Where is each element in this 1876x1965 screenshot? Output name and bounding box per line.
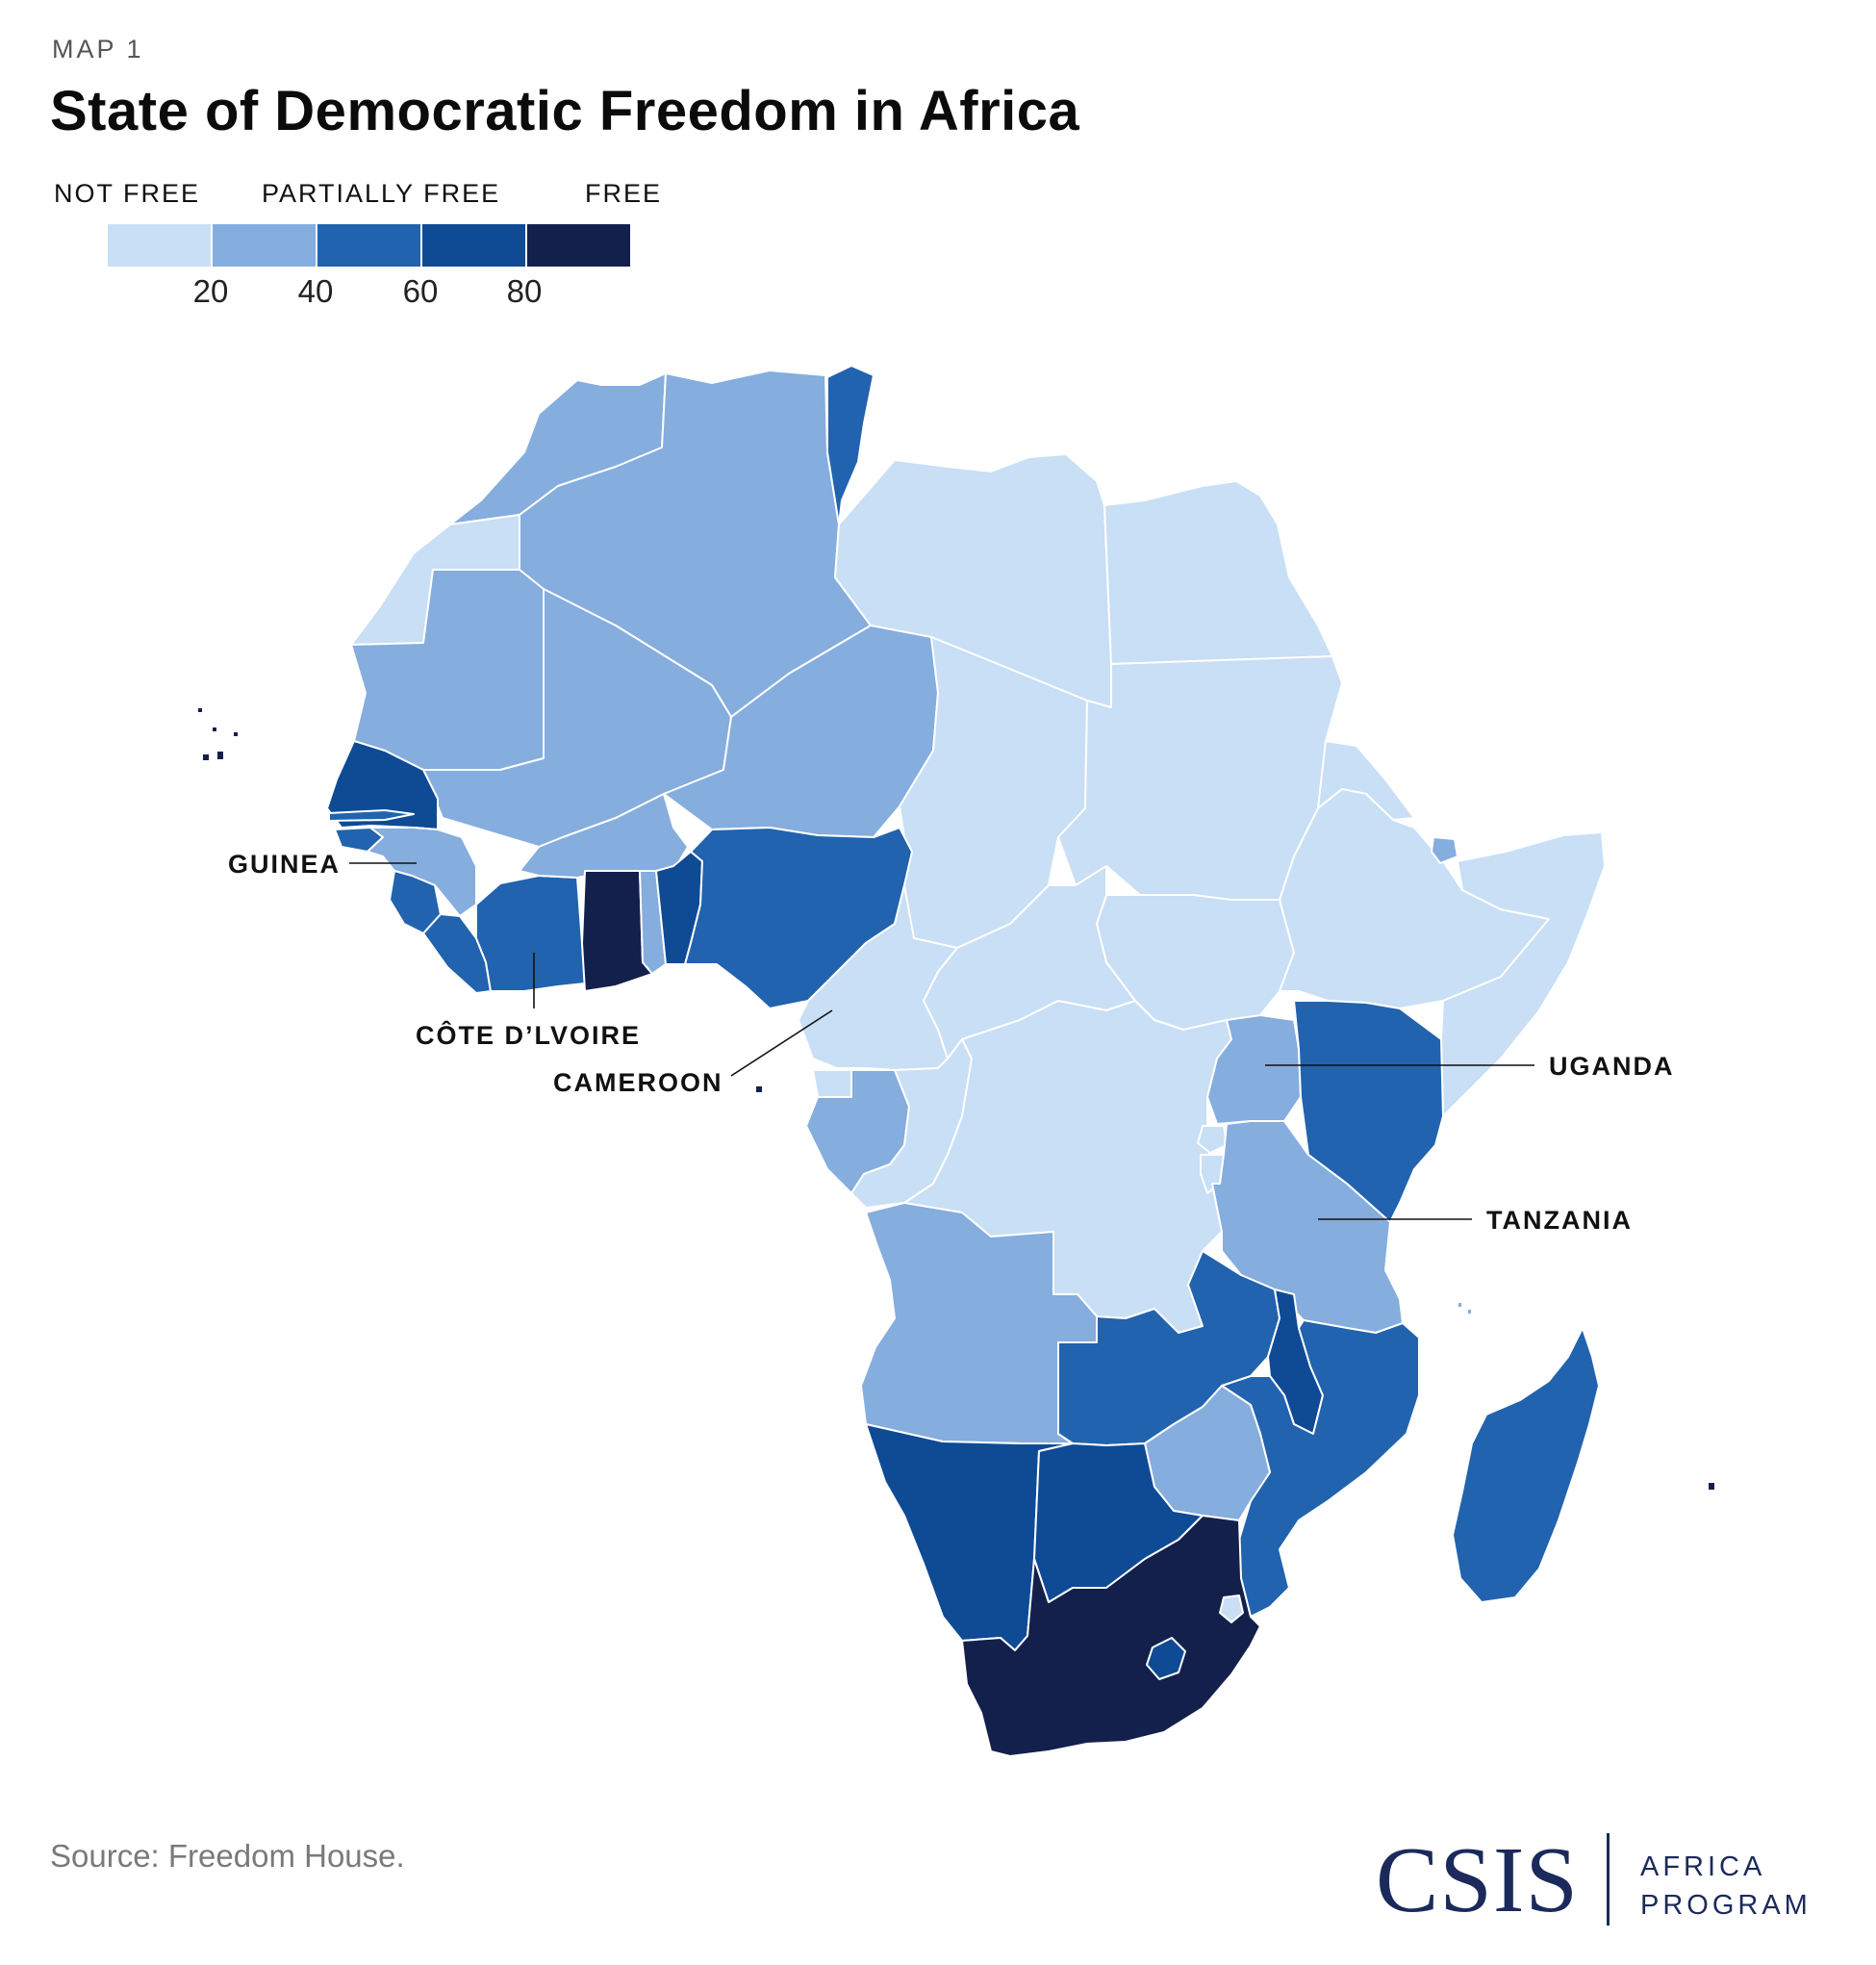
- country-somalia[interactable]: [1440, 831, 1606, 1117]
- legend-swatch-20-40: [213, 224, 316, 267]
- country-mauritania[interactable]: [350, 569, 545, 771]
- country-gambia[interactable]: [328, 809, 415, 822]
- callout-label-cameroon: CAMEROON: [553, 1068, 723, 1097]
- callout-label-uganda: UGANDA: [1549, 1052, 1675, 1081]
- csis-logo: CSIS: [1376, 1828, 1580, 1932]
- callout-label-cote-divoire: CÔTE D’LVOIRE: [416, 1020, 641, 1050]
- country-south-africa[interactable]: [961, 1515, 1261, 1757]
- legend-color-scale: [108, 224, 632, 267]
- legend-category-free: FREE: [585, 179, 663, 208]
- legend-tick-80: 80: [506, 273, 543, 309]
- source-note: Source: Freedom House.: [50, 1838, 405, 1874]
- country-cabo-verde[interactable]: [196, 706, 240, 762]
- country-mauritius[interactable]: [1707, 1481, 1716, 1492]
- country-djibouti[interactable]: [1431, 836, 1458, 864]
- country-guinea[interactable]: [367, 827, 477, 917]
- legend-category-partially-free: PARTIALLY FREE: [262, 179, 501, 208]
- country-madagascar[interactable]: [1452, 1327, 1600, 1603]
- callout-line-cameroon: [730, 1009, 833, 1077]
- callout-label-tanzania: TANZANIA: [1486, 1206, 1633, 1235]
- country-egypt[interactable]: [1103, 480, 1333, 665]
- country-niger[interactable]: [663, 625, 939, 838]
- country-sao-tome-and-principe[interactable]: [754, 1085, 764, 1094]
- legend-swatch-80-100: [527, 224, 630, 267]
- country-togo[interactable]: [639, 870, 667, 975]
- legend-tick-20: 20: [192, 273, 229, 309]
- callout-label-guinea: GUINEA: [228, 850, 341, 879]
- map-number: MAP 1: [52, 35, 144, 64]
- program-line-1: AFRICA: [1640, 1851, 1766, 1882]
- country-cote-divoire[interactable]: [475, 875, 586, 992]
- legend-category-not-free: NOT FREE: [54, 179, 201, 208]
- country-eswatini[interactable]: [1219, 1595, 1244, 1623]
- program-name: AFRICA PROGRAM: [1640, 1848, 1812, 1925]
- program-line-2: PROGRAM: [1640, 1890, 1812, 1921]
- country-comoros[interactable]: [1457, 1301, 1473, 1315]
- country-rwanda[interactable]: [1197, 1125, 1228, 1154]
- legend-swatch-0-20: [108, 224, 211, 267]
- country-tunisia[interactable]: [826, 365, 875, 525]
- map-title: State of Democratic Freedom in Africa: [50, 80, 1080, 142]
- country-equatorial-guinea[interactable]: [812, 1069, 852, 1098]
- country-lesotho[interactable]: [1146, 1637, 1186, 1680]
- legend-swatch-60-80: [422, 224, 525, 267]
- logo-divider: [1607, 1833, 1610, 1926]
- legend-tick-60: 60: [402, 273, 439, 309]
- country-zambia[interactable]: [1057, 1250, 1280, 1446]
- country-kenya[interactable]: [1293, 1000, 1444, 1223]
- legend-tick-40: 40: [297, 273, 334, 309]
- legend-swatch-40-60: [317, 224, 420, 267]
